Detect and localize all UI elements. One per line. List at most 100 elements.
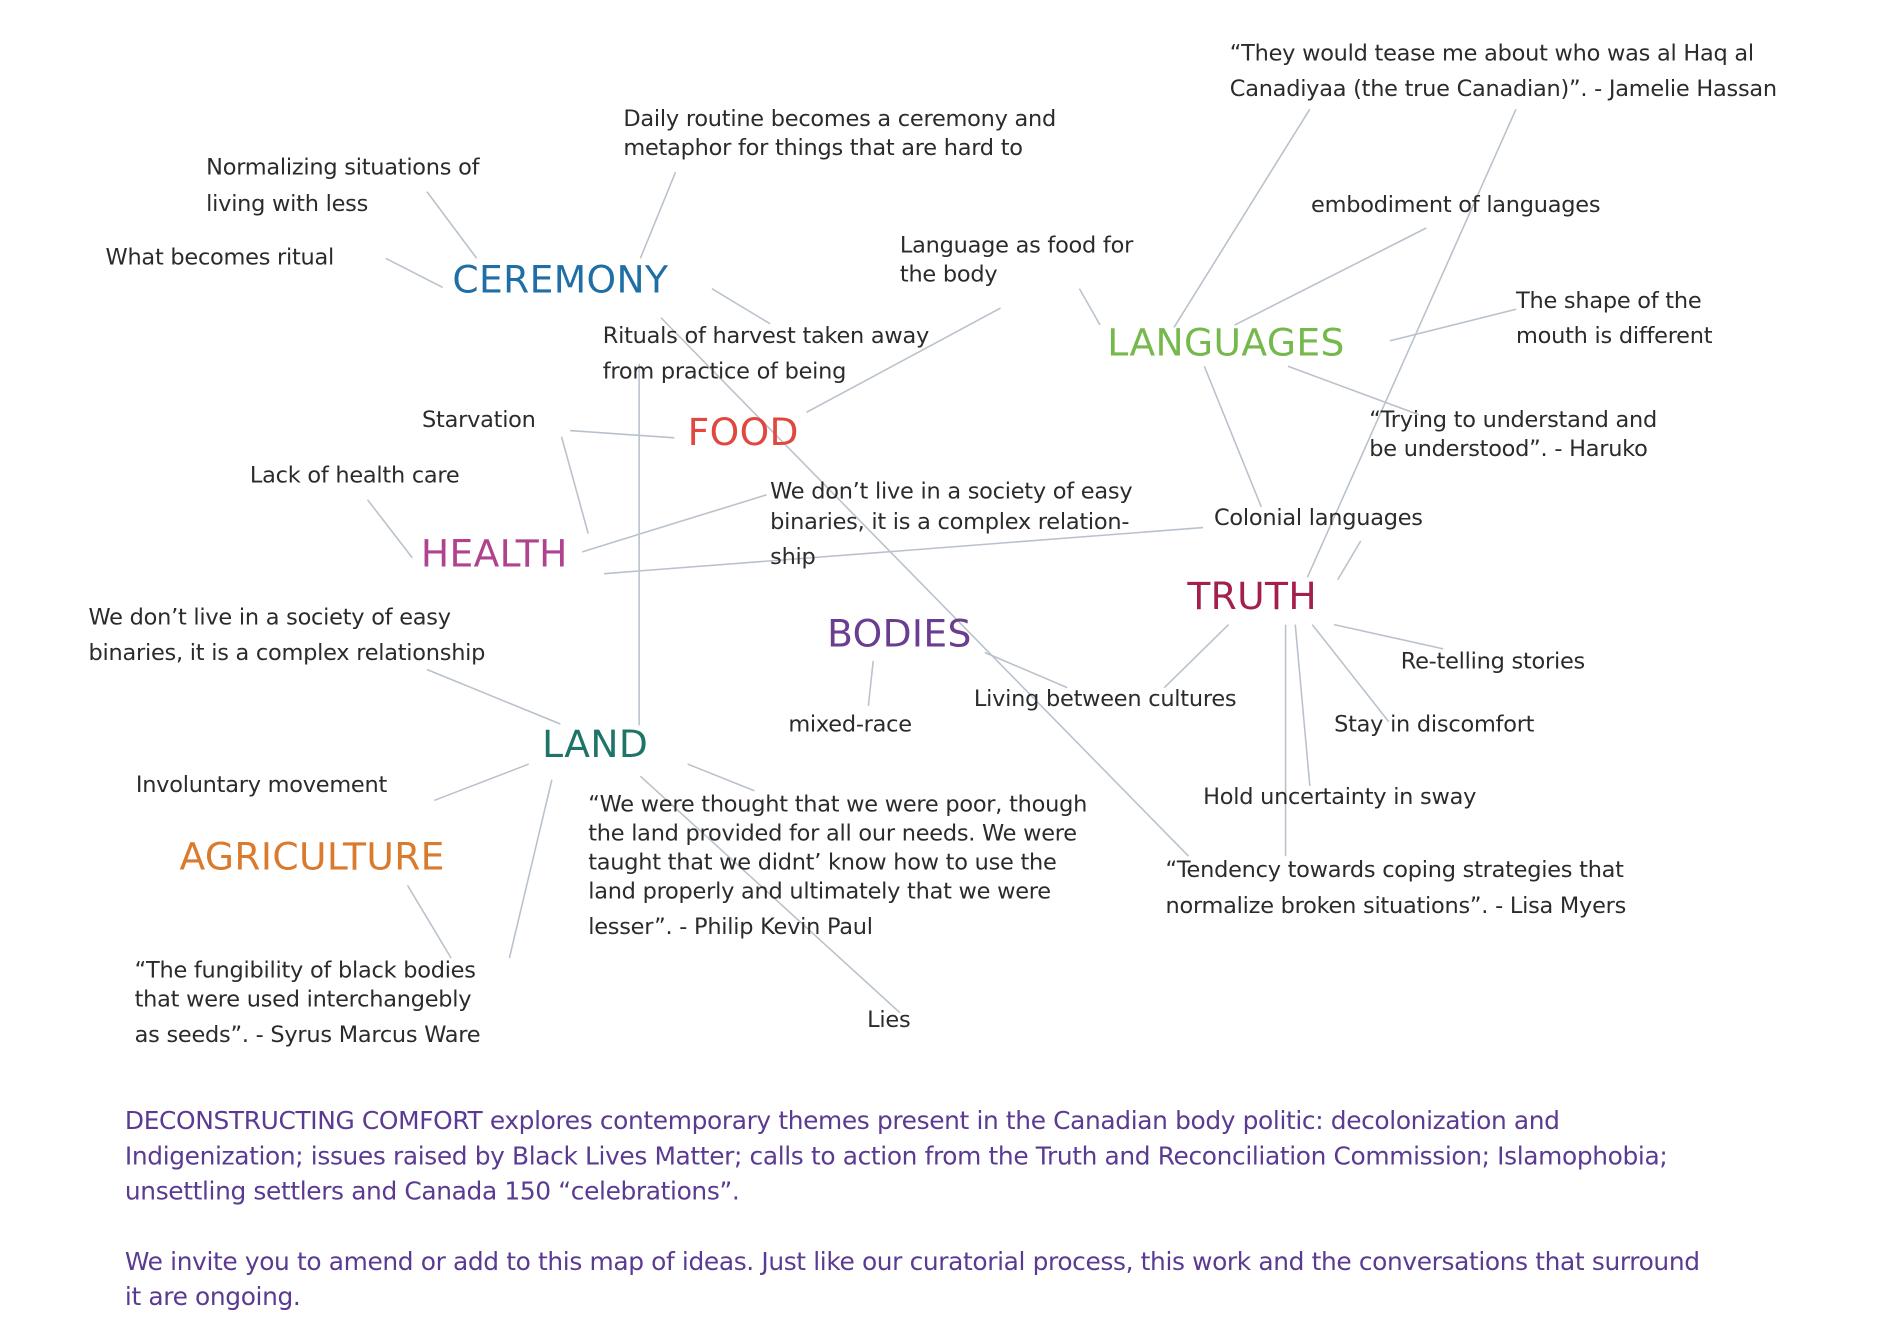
note-line: Normalizing situations of [206,155,480,181]
connector [1203,365,1263,508]
note-binaries-left: We don’t live in a society of easy binar… [89,600,486,670]
paragraph-line: unsettling settlers and Canada 150 “cele… [124,1176,740,1206]
note-line: living with less [206,191,369,218]
note-line: “The fungibility of black bodies [134,958,476,984]
note-stay-in-discomfort: Stay in discomfort [1334,711,1535,738]
connector [581,494,767,553]
paragraph-line: We invite you to amend or add to this ma… [124,1246,1700,1276]
connector [433,763,530,802]
note-line: Daily routine becomes a ceremony and [623,106,1056,133]
connector [1337,540,1362,581]
note-normalizing: Normalizing situations of living with le… [206,150,479,223]
connector [639,171,677,259]
note-line: “They would tease me about who was al Ha… [1229,41,1754,67]
connector [560,436,589,534]
note-line: Canadiyaa (the true Canadian)”. - Jameli… [1229,76,1777,102]
theme-food: FOOD [687,411,799,455]
description-paragraph-1: DECONSTRUCTING COMFORT explores contempo… [124,1104,1668,1210]
note-line: that were used interchangebly [134,987,472,1013]
note-daily-routine: Daily routine becomes a ceremony and met… [623,106,1056,164]
connector [426,668,561,725]
note-line: as seeds”. - Syrus Marcus Ware [134,1022,481,1048]
note-lies: Lies [867,1007,911,1034]
note-line: mouth is different [1516,323,1713,350]
connector [867,660,874,706]
note-line: binaries, it is a complex relation- [770,509,1130,535]
note-jamelie-quote: “They would tease me about who was al Ha… [1230,36,1777,106]
note-binaries-middle: We don’t live in a society of easy binar… [770,477,1132,573]
note-line: land properly and ultimately that we wer… [588,879,1051,905]
note-syrus-quote: “The fungibility of black bodies that we… [135,957,481,1050]
note-line: from practice of being [602,358,847,385]
note-line: metaphor for things that are hard to [623,135,1023,162]
connector [406,884,452,959]
note-philip-quote: “We were thought that we were poor, thou… [588,791,1087,943]
note-rituals-of-harvest: Rituals of harvest taken away from pract… [602,319,930,389]
connector [1078,288,1101,326]
note-line: lesser”. - Philip Kevin Paul [588,914,873,940]
connector [426,191,478,259]
note-lisa-quote: “Tendency towards coping strategies that… [1166,853,1627,926]
connector [1287,365,1420,416]
theme-land: LAND [542,722,649,767]
connector [1389,308,1517,342]
theme-languages: LANGUAGES [1107,321,1345,366]
note-line: the body [899,261,998,288]
note-living-between-cultures: Living between cultures [973,686,1237,712]
note-line: We don’t live in a society of easy [770,479,1133,505]
connector [1234,227,1427,326]
note-line: “Tendency towards coping strategies that [1165,857,1624,883]
note-colonial-languages: Colonial languages [1214,505,1423,532]
description-paragraph-2: We invite you to amend or add to this ma… [125,1244,1700,1314]
connector [569,429,675,439]
note-involuntary-movement: Involuntary movement [135,772,388,799]
connector [1311,624,1390,723]
note-hold-uncertainty: Hold uncertainty in sway [1203,784,1477,811]
connector [1163,624,1230,689]
paragraph-line: Indigenization; issues raised by Black L… [124,1141,1668,1171]
note-line: ship [770,544,816,571]
theme-agriculture: AGRICULTURE [179,835,445,880]
connector [806,307,1001,414]
connector [1173,108,1311,328]
note-retelling-stories: Re-telling stories [1400,648,1585,675]
theme-truth: TRUTH [1187,574,1318,619]
note-line: Rituals of harvest taken away [602,323,930,350]
theme-health: HEALTH [420,532,568,577]
note-embodiment: embodiment of languages [1311,192,1601,219]
connector [711,287,771,325]
note-what-becomes-ritual: What becomes ritual [105,244,335,271]
note-language-as-food: Language as food for the body [900,232,1133,290]
connector [984,651,1068,689]
note-shape-of-mouth: The shape of the mouth is different [1516,284,1713,354]
paragraph-line: it are ongoing. [124,1281,301,1312]
theme-bodies: BODIES [827,612,972,657]
note-starvation: Starvation [422,407,536,433]
connector [366,499,413,559]
connector [1294,624,1311,786]
note-line: the land provided for all our needs. We … [588,821,1077,847]
note-mixed-race: mixed-race [788,711,912,738]
theme-ceremony: CEREMONY [452,258,669,302]
paragraph-line: DECONSTRUCTING COMFORT explores contempo… [124,1106,1560,1136]
note-line: We don’t live in a society of easy [88,605,451,631]
connector [639,775,901,1014]
note-line: binaries, it is a complex relationship [88,640,486,666]
note-line: normalize broken situations”. - Lisa Mye… [1165,893,1627,920]
connector [1306,108,1517,578]
connector [603,526,1204,575]
note-lack-of-health-care: Lack of health care [249,463,460,489]
connector [687,763,755,792]
note-line: “We were thought that we were poor, thou… [588,791,1088,818]
connector [385,257,444,289]
note-haruko-quote: “Trying to understand and be understood”… [1369,406,1657,464]
note-line: be understood”. - Haruko [1369,436,1648,463]
note-line: The shape of the [1516,288,1702,315]
connector [660,317,1190,857]
connector [508,779,553,959]
note-line: “Trying to understand and [1369,407,1657,433]
connector [1333,623,1444,650]
note-line: taught that we didnt’ know how to use th… [588,850,1057,876]
